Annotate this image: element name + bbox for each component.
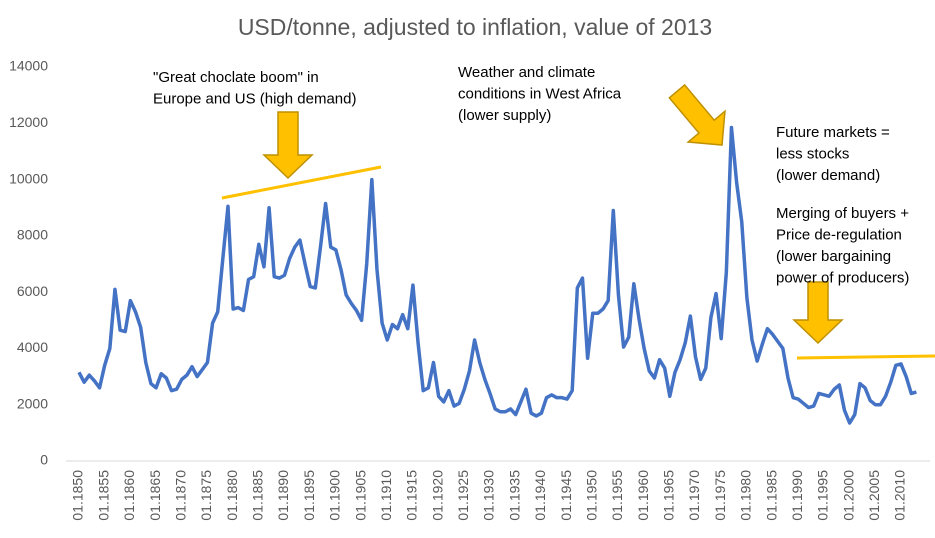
x-tick-label: 01.2000 [840,470,856,521]
annotation: conditions in West Africa [458,85,622,102]
x-tick-label: 01.1935 [506,470,522,521]
y-tick-label: 4000 [17,339,48,355]
annotation: (lower demand) [776,167,880,184]
x-tick-label: 01.1990 [789,470,805,521]
annotation: power of producers) [776,269,909,286]
annotation: "Great choclate boom" in [153,69,319,86]
x-tick-label: 01.1980 [738,470,754,521]
y-tick-label: 2000 [17,395,48,411]
x-tick-label: 01.1875 [198,470,214,521]
y-tick-label: 0 [40,452,48,468]
x-tick-label: 01.1890 [275,470,291,521]
arrow [262,111,314,180]
annotation: Future markets = [776,124,890,141]
arrow [792,281,844,345]
x-tick-label: 01.1930 [481,470,497,521]
annotation: (lower bargaining [776,248,891,265]
trend-line [221,165,382,200]
x-tick-label: 01.1995 [815,470,831,521]
x-tick-label: 01.1870 [172,470,188,521]
x-tick-label: 01.1915 [404,470,420,521]
y-tick-label: 8000 [17,227,48,243]
x-tick-label: 01.1985 [763,470,779,521]
annotation: Merging of buyers + [776,205,909,222]
arrow [668,83,726,146]
x-tick-label: 01.1940 [532,470,548,521]
x-tick-label: 01.1970 [686,470,702,521]
x-tick-label: 01.1895 [301,470,317,521]
trend-line [796,354,935,360]
x-tick-label: 01.1950 [583,470,599,521]
x-tick-label: 01.1905 [352,470,368,521]
x-tick-label: 01.1880 [224,470,240,521]
x-tick-label: 01.2010 [892,470,908,521]
x-tick-label: 01.1855 [95,470,111,521]
annotation: less stocks [776,145,849,162]
y-tick-label: 14000 [9,58,48,74]
x-tick-label: 01.2005 [866,470,882,521]
annotation: Price de-regulation [776,226,902,243]
data-line [77,125,917,425]
annotation: (lower supply) [458,107,551,124]
y-tick-label: 12000 [9,114,48,130]
x-tick-label: 01.1975 [712,470,728,521]
x-tick-label: 01.1850 [70,470,86,521]
x-tick-label: 01.1885 [250,470,266,521]
annotation: Europe and US (high demand) [153,90,356,107]
x-tick-label: 01.1965 [661,470,677,521]
chart-title: USD/tonne, adjusted to inflation, value … [238,14,712,40]
y-tick-label: 6000 [17,283,48,299]
x-tick-label: 01.1960 [635,470,651,521]
y-tick-label: 10000 [9,170,48,186]
x-tick-label: 01.1860 [121,470,137,521]
x-tick-label: 01.1865 [147,470,163,521]
x-tick-label: 01.1925 [455,470,471,521]
x-tick-label: 01.1910 [378,470,394,521]
annotation: Weather and climate [458,64,595,81]
x-tick-label: 01.1945 [558,470,574,521]
x-tick-label: 01.1900 [327,470,343,521]
x-tick-label: 01.1920 [429,470,445,521]
x-tick-label: 01.1955 [609,470,625,521]
